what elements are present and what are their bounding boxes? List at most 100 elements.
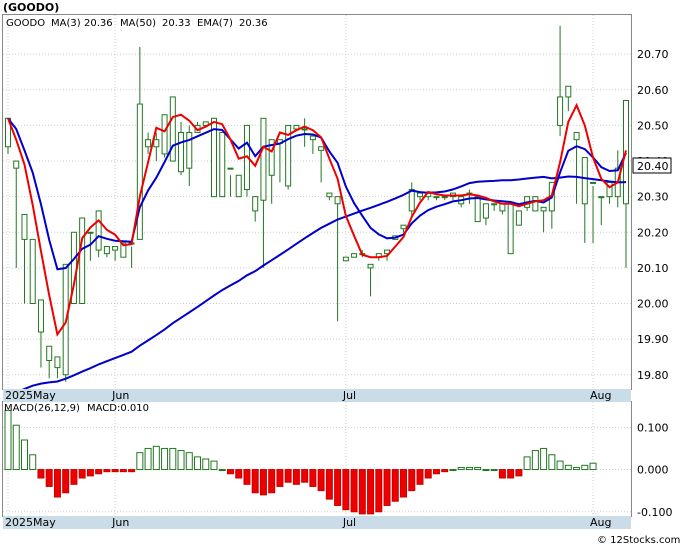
legend: GOODO MA(3) 20.36 MA(50) 20.33 EMA(7) 20… [6,18,268,29]
legend-symbol: GOODO [6,18,45,29]
macd-bar [136,452,144,471]
candle [235,174,242,198]
candle [540,206,547,233]
macd-bar [95,469,103,475]
macd-bar [194,456,202,471]
candle [433,196,440,201]
macd-bar [86,469,94,477]
macd-value-label: MACD:0.010 [87,403,149,414]
candle [367,263,374,297]
macd-y-tick-label: 0.100 [637,421,669,434]
legend-ma50-label: MA(50) [120,18,156,29]
candle [87,231,94,261]
candle [54,356,61,379]
macd-bar [251,469,259,494]
macd-bar [29,454,37,471]
candle [441,196,448,201]
lower-axis-band [3,516,631,529]
macd-bar [482,469,490,472]
ma3-line [7,102,627,337]
candle [145,132,152,154]
candle [211,117,217,198]
candle [260,117,267,268]
macd-bars [4,409,597,515]
candle [29,238,36,305]
macd-bar [210,460,218,471]
macd-bar [62,469,70,494]
macd-bar [144,447,152,471]
candle [243,124,250,197]
plot-frames [2,14,632,529]
macd-bar [37,469,45,479]
macd-bar [334,469,342,506]
candle [169,96,176,162]
legend-ema7-label: EMA(7) [197,18,233,29]
candle [532,196,539,212]
candle [153,132,160,162]
candle [112,246,119,261]
candle [491,203,498,211]
macd-bar [128,469,136,473]
macd-bar [218,469,226,472]
macd-bar [325,469,333,500]
ma50-line [7,175,627,399]
macd-bar [20,439,28,471]
x-tick-label: Jul [342,516,356,529]
macd-bar [317,469,325,492]
last-price-label: 20.40 [637,160,669,173]
macd-bar [581,464,589,471]
macd-bar [301,469,309,483]
candle [309,135,316,154]
macd-bar [548,454,556,471]
candle [79,217,86,305]
macd-bar [78,469,86,479]
candle [37,299,44,368]
macd-bar [276,469,284,487]
candle [557,25,564,137]
macd-bar [292,469,300,485]
candle [515,210,522,226]
y-tick-label: 19.90 [637,333,669,346]
legend-ema7-value: 20.36 [239,18,268,29]
candle [293,124,300,130]
candle [285,124,292,190]
macd-bar [432,469,440,475]
x-tick-label: Jun [111,516,129,529]
x-tick-label: Aug [590,389,611,402]
legend-ma3-value: 20.36 [84,18,113,29]
macd-bar [284,469,292,483]
macd-bar [177,450,185,471]
macd-y-tick-label: -0.100 [637,506,672,519]
macd-bar [424,469,432,479]
y-tick-label: 20.00 [637,298,669,311]
macd-bar [540,447,548,471]
macd-bar [441,469,449,473]
y-tick-label: 20.50 [637,119,669,132]
macd-bar [4,409,12,471]
candle [5,117,11,154]
macd-bar [103,469,111,473]
candle [202,121,209,126]
macd-bar [457,466,465,471]
macd-bar [202,458,210,471]
y-tick-label: 20.20 [637,226,669,239]
x-tick-label: Jun [111,389,129,402]
candle [351,253,358,258]
candle [474,196,481,223]
macd-bar [573,466,581,471]
macd-bar [70,469,78,485]
macd-bar [342,469,350,511]
candle [507,203,514,255]
legend-ma50-value: 20.33 [162,18,191,29]
candle [598,196,605,226]
candle [573,132,580,204]
candle [95,210,102,258]
candle [161,114,168,158]
candle [590,181,597,243]
macd-bar [53,469,61,498]
macd-bar [185,452,193,471]
y-tick-label: 20.60 [637,84,669,97]
chart-title: (GOODO) [3,1,59,14]
copyright-text: © 12Stocks.com [597,535,680,546]
